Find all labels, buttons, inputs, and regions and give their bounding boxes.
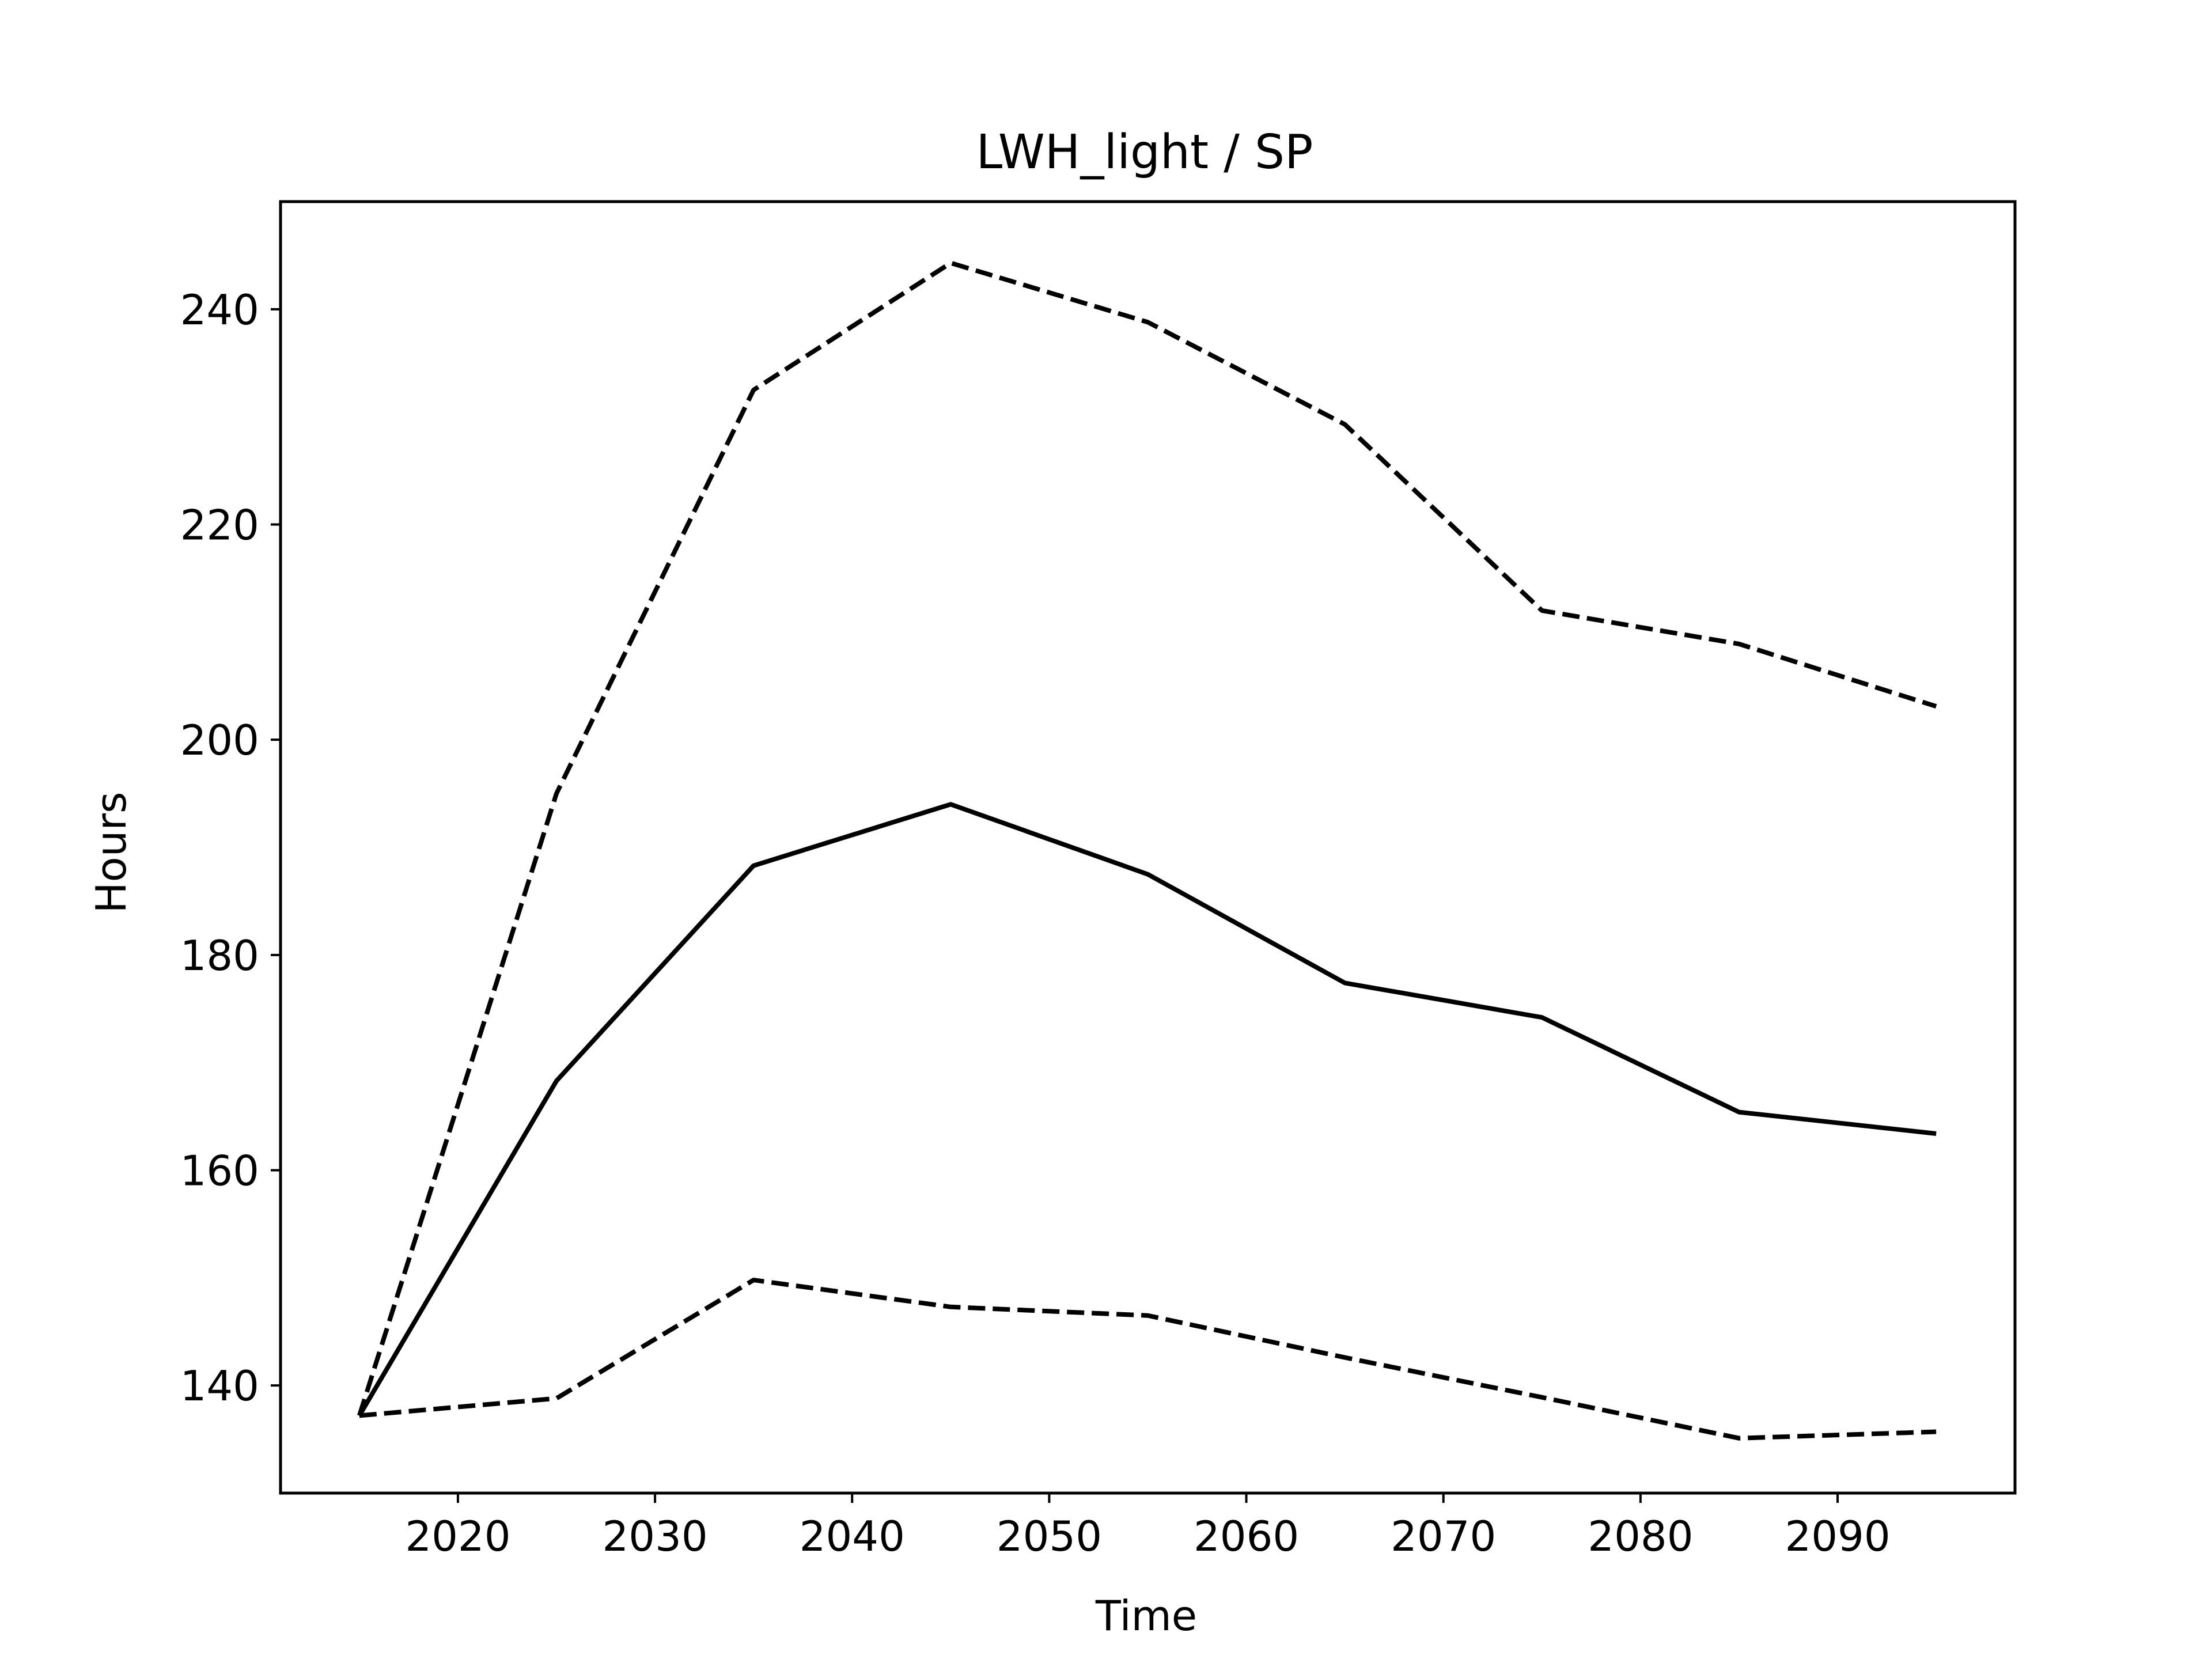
solid-series-line-0 — [357, 802, 1937, 1417]
x-axis-label: Time — [1095, 1592, 1197, 1640]
dashed-series-line-1 — [357, 260, 1937, 1416]
x-axis-ticks: 2020 2030 2040 2050 2060 2070 2080 2090 — [405, 1493, 1891, 1560]
x-tick-label: 2050 — [997, 1512, 1102, 1560]
y-axis-ticks: 140 160 180 200 220 240 — [180, 286, 281, 1410]
x-tick-label: 2060 — [1194, 1512, 1299, 1560]
y-tick-label: 220 — [180, 501, 259, 550]
x-tick-label: 2070 — [1391, 1512, 1496, 1560]
y-tick-label: 240 — [180, 286, 259, 334]
x-tick-label: 2080 — [1588, 1512, 1693, 1560]
x-tick-label: 2030 — [602, 1512, 707, 1560]
x-tick-label: 2040 — [800, 1512, 905, 1560]
y-tick-label: 140 — [180, 1362, 259, 1410]
dashed-series-line-2 — [359, 1278, 1937, 1441]
plot-frame — [279, 200, 2017, 1495]
x-tick-label: 2090 — [1785, 1512, 1890, 1560]
y-tick-label: 160 — [180, 1147, 259, 1195]
y-tick-label: 200 — [180, 716, 259, 764]
y-tick-label: 180 — [180, 931, 259, 980]
y-axis-label: Hours — [87, 792, 135, 914]
plot-lines — [357, 260, 1937, 1441]
x-tick-label: 2020 — [405, 1512, 510, 1560]
chart-title: LWH_light / SP — [976, 125, 1313, 180]
